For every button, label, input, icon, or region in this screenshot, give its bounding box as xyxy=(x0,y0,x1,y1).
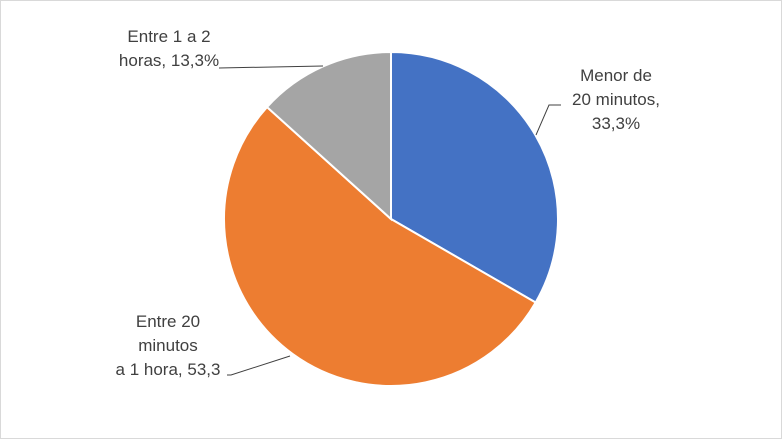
slice-20-minutos-a-1-hora xyxy=(223,105,537,387)
slice-menor-20-minutos xyxy=(390,50,559,304)
slice-label-menor-20-minutos: Menor de 20 minutos, 33,3% xyxy=(572,66,660,133)
leader-line-menor-20-minutos xyxy=(535,104,561,136)
slice-1-a-2-horas xyxy=(265,50,392,222)
slice-label-20-minutos-a-1-hora: Entre 20 minutos a 1 hora, 53,3 xyxy=(115,312,221,379)
slice-label-1-a-2-horas: Entre 1 a 2 horas, 13,3% xyxy=(118,27,220,70)
leader-line-20-minutos-a-1-hora xyxy=(227,355,291,376)
leader-line-1-a-2-horas xyxy=(218,65,324,69)
